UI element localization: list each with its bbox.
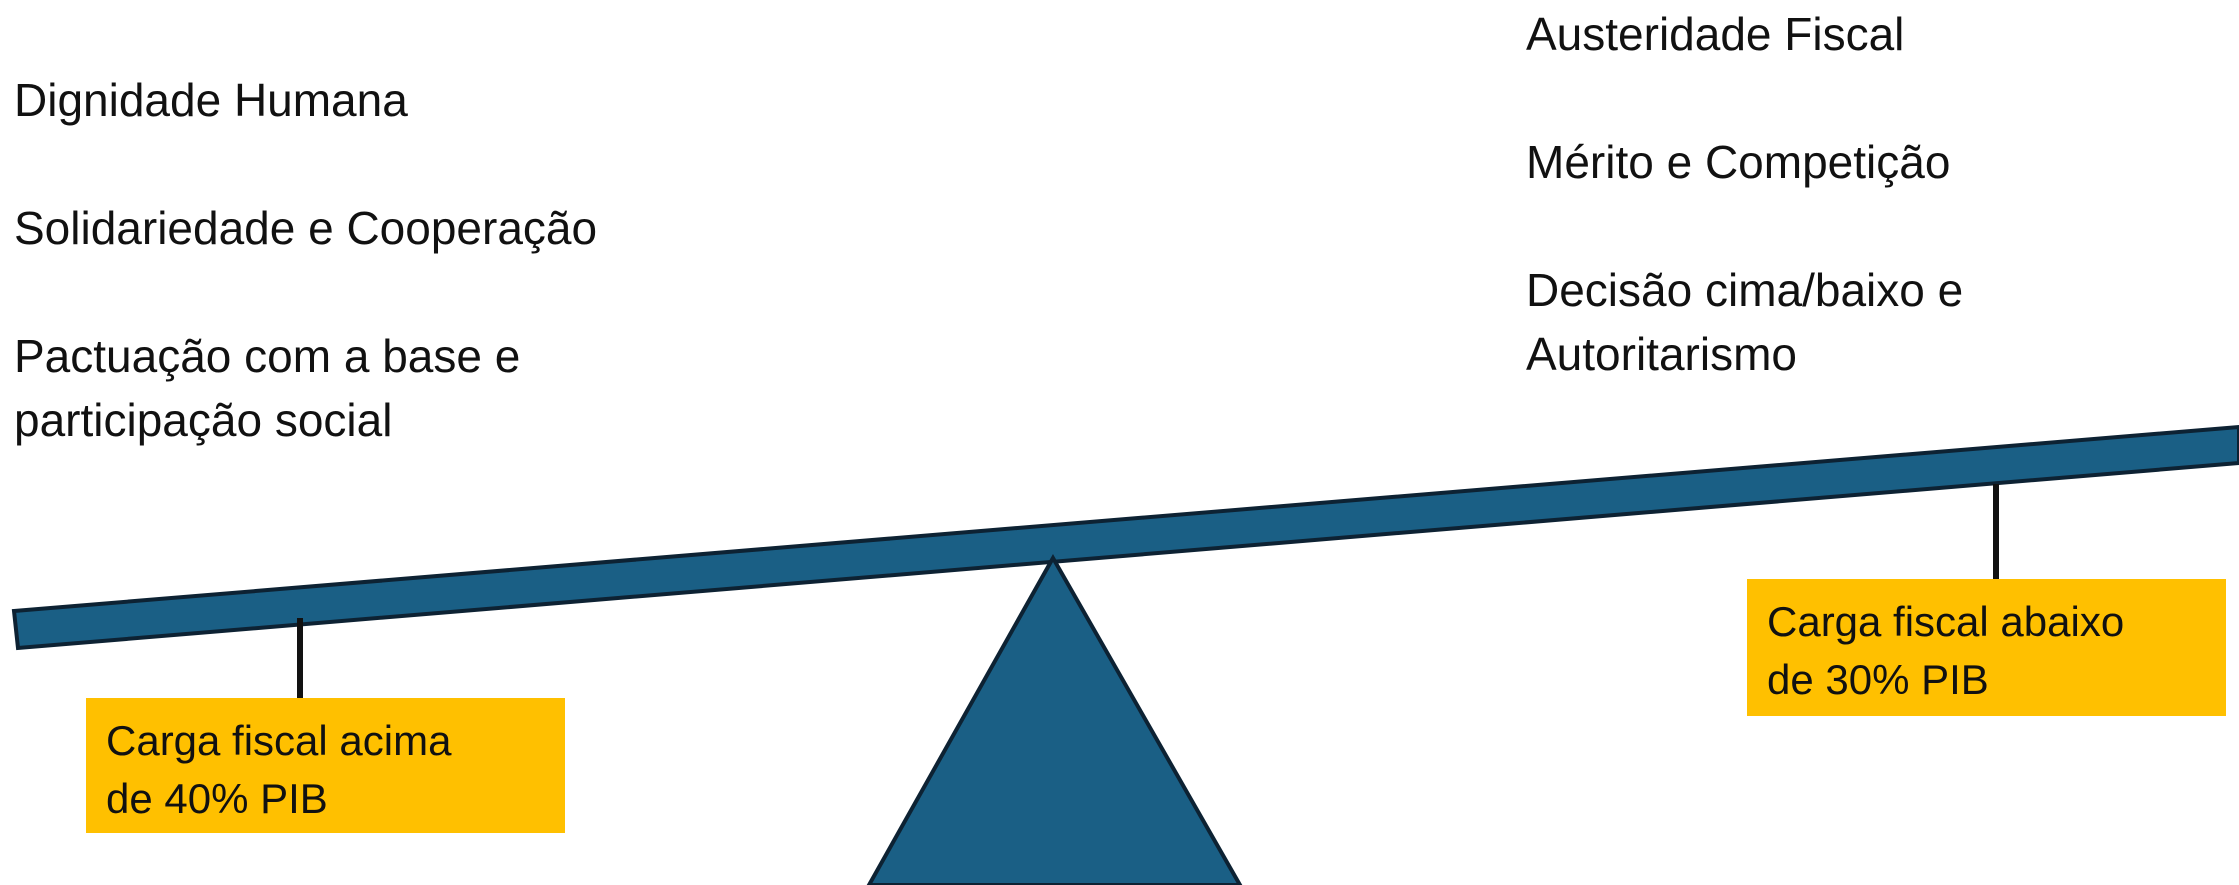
left-value-2-line-1: Solidariedade e Cooperação [14,202,598,254]
left-value-3: Pactuação com a base e participação soci… [14,324,520,452]
left-value-3-line-2: participação social [14,394,393,446]
seesaw-fulcrum [866,553,1243,885]
seesaw-beam [11,424,2239,651]
left-value-3-line-1: Pactuação com a base e [14,330,521,382]
right-weight-box: Carga fiscal abaixo de 30% PIB [1747,579,2226,716]
right-value-1: Austeridade Fiscal [1526,2,1904,66]
right-value-3-line-1: Decisão cima/baixo e [1526,264,1964,316]
right-value-2: Mérito e Competição [1526,130,1950,194]
right-value-1-line-1: Austeridade Fiscal [1526,8,1905,60]
left-value-2: Solidariedade e Cooperação [14,196,597,260]
right-value-3: Decisão cima/baixo e Autoritarismo [1526,258,1963,386]
left-value-1: Dignidade Humana [14,68,408,132]
left-value-1-line-1: Dignidade Humana [14,74,408,126]
right-value-2-line-1: Mérito e Competição [1526,136,1951,188]
left-weight-box: Carga fiscal acima de 40% PIB [86,698,565,833]
left-weight-line-2: de 40% PIB [106,775,328,822]
left-weight-line-1: Carga fiscal acima [106,717,452,764]
right-weight-line-2: de 30% PIB [1767,656,1989,703]
right-weight-line-1: Carga fiscal abaixo [1767,598,2125,645]
right-value-3-line-2: Autoritarismo [1526,328,1797,380]
